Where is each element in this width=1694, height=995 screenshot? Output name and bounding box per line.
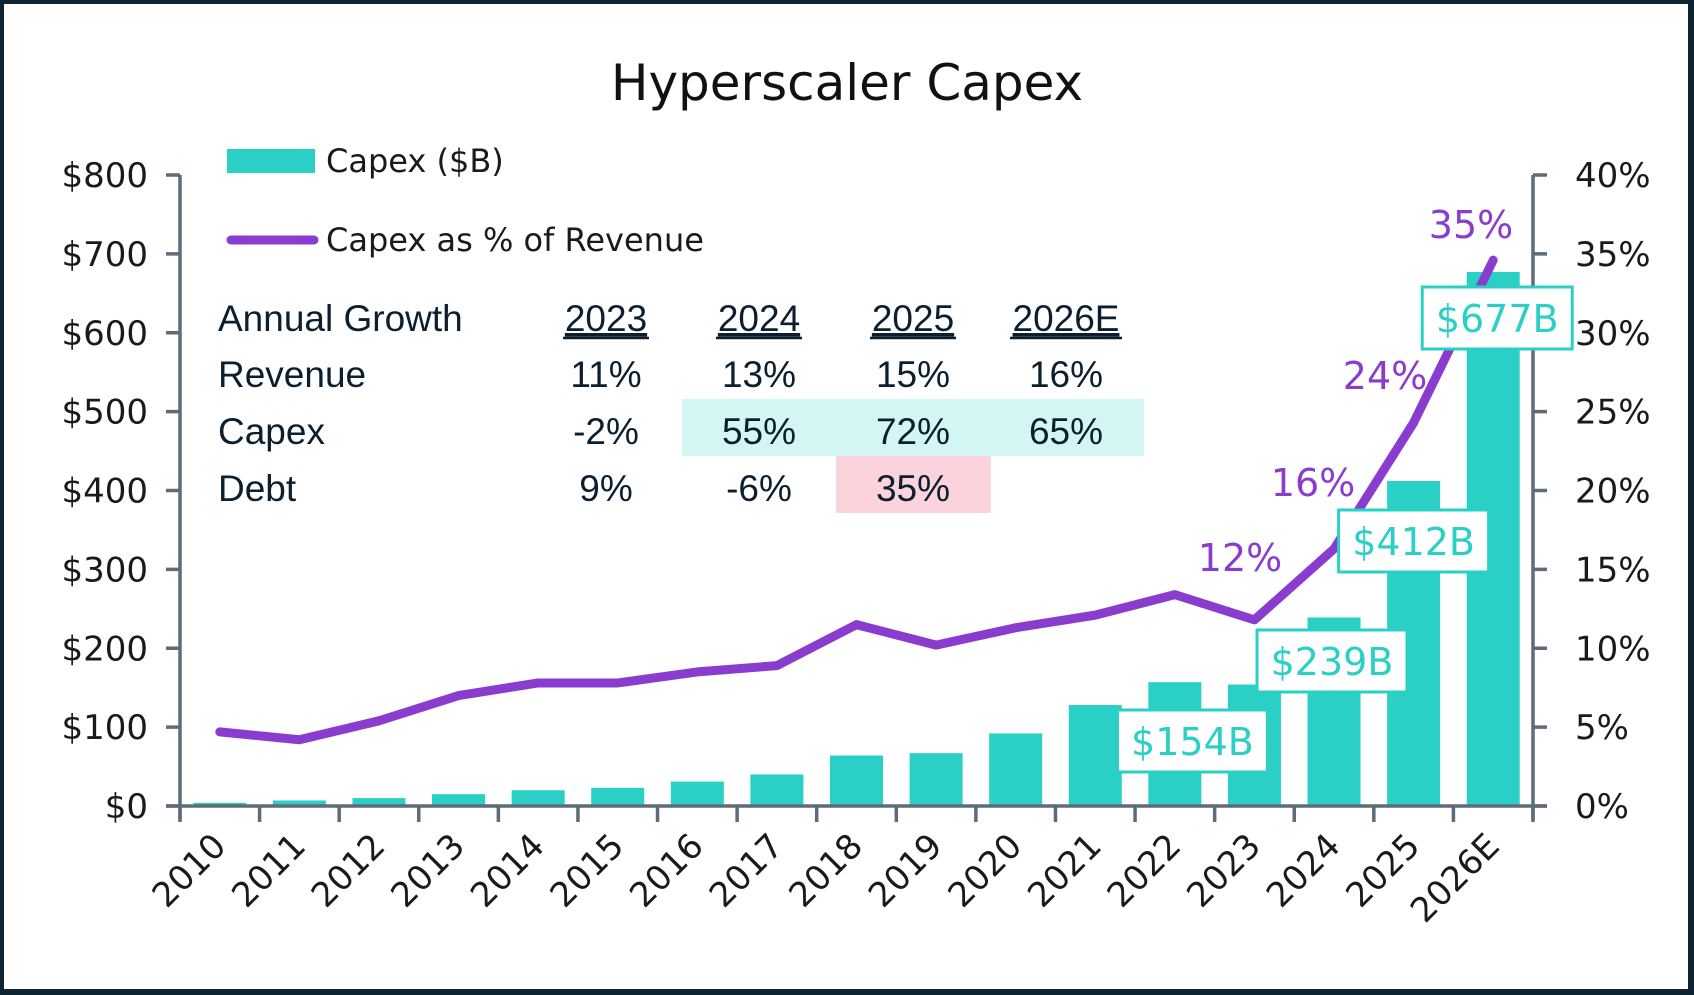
table-row-label: Revenue <box>218 354 366 395</box>
x-tick-label: 2021 <box>1020 826 1109 915</box>
bar-2018 <box>830 755 883 806</box>
table-column-header: 2026E <box>1013 298 1120 339</box>
bar-label-box-2024 <box>1255 628 1409 694</box>
bar-2017 <box>750 774 804 806</box>
table-cell: 15% <box>876 354 950 395</box>
bar-series <box>193 272 1520 806</box>
bar-label-2026E: $677B <box>1436 297 1559 341</box>
table-highlight-cell <box>836 456 991 513</box>
bar-2012 <box>352 798 406 806</box>
data-labels: $154B $239B $412B $677B 12% 16% 24% 35% <box>1115 203 1574 774</box>
right-y-tick-label: 5% <box>1575 708 1629 748</box>
bar-2021 <box>1068 705 1122 806</box>
x-tick-label: 2019 <box>861 826 950 915</box>
table-row-label: Debt <box>218 468 297 509</box>
table-cell: 35% <box>876 468 950 509</box>
table-column-header: 2025 <box>872 298 954 339</box>
left-y-tick-label: $300 <box>61 550 148 590</box>
table-cell: 9% <box>579 468 632 509</box>
right-y-tick-label: 30% <box>1575 314 1651 354</box>
right-y-tick-label: 35% <box>1575 235 1651 275</box>
bar-label-box-2025 <box>1337 508 1491 574</box>
line-label-2024: 16% <box>1271 461 1355 505</box>
table-cell: 13% <box>722 354 796 395</box>
x-tick-label: 2011 <box>224 826 313 915</box>
table-cell: 11% <box>570 354 641 395</box>
left-y-tick-label: $500 <box>61 393 148 433</box>
table-header-label: Annual Growth <box>218 298 463 339</box>
table-cell: 72% <box>876 411 950 452</box>
right-y-tick-label: 40% <box>1575 156 1651 196</box>
left-y-tick-label: $400 <box>61 472 148 512</box>
legend: Capex ($B) Capex as % of Revenue <box>226 142 704 259</box>
table-highlight-cell <box>836 399 991 456</box>
bar-2016 <box>670 781 724 806</box>
bar-label-2023: $154B <box>1131 720 1254 764</box>
line-label-2026E: 35% <box>1429 203 1513 247</box>
x-tick-label: 2015 <box>543 826 632 915</box>
x-tick-label: 2024 <box>1259 826 1348 915</box>
table-row: Capex -2% 55% 72% 65% <box>218 411 1103 452</box>
bar-2011 <box>272 800 326 806</box>
bar-2013 <box>432 794 486 806</box>
table-cell: 65% <box>1029 411 1103 452</box>
table-row: Debt 9% -6% 35% <box>218 468 950 509</box>
bar-label-box-2023 <box>1115 708 1269 774</box>
bar-2019 <box>909 753 963 806</box>
table-cell: 55% <box>722 411 796 452</box>
x-tick-label: 2014 <box>463 826 552 915</box>
x-tick-label: 2020 <box>941 826 1030 915</box>
line-label-2025: 24% <box>1343 354 1427 398</box>
chart-title: Hyperscaler Capex <box>611 54 1083 112</box>
table-cell: -2% <box>573 411 639 452</box>
table-highlight-cell <box>682 399 837 456</box>
bar-2014 <box>511 790 565 806</box>
x-tick-label: 2016 <box>622 826 711 915</box>
bar-label-box-2026E <box>1420 285 1574 351</box>
legend-label-capex: Capex ($B) <box>326 142 504 180</box>
x-tick-label: 2013 <box>383 826 472 915</box>
table-row: Revenue 11% 13% 15% 16% <box>218 354 1103 395</box>
table-highlight-cell <box>989 399 1144 456</box>
right-y-tick-label: 0% <box>1575 787 1629 827</box>
table-column-header: 2024 <box>718 298 800 339</box>
x-tick-label: 2010 <box>145 826 234 915</box>
table-cell: 16% <box>1029 354 1103 395</box>
legend-label-capex-pct: Capex as % of Revenue <box>326 221 704 259</box>
legend-swatch-capex <box>227 149 315 173</box>
left-y-tick-label: $600 <box>61 314 148 354</box>
left-y-tick-label: $0 <box>105 787 148 827</box>
left-y-tick-label: $100 <box>61 708 148 748</box>
right-y-tick-label: 10% <box>1575 629 1651 669</box>
bar-label-2024: $239B <box>1271 640 1394 684</box>
x-tick-label: 2022 <box>1100 826 1189 915</box>
x-tick-label: 2012 <box>304 826 393 915</box>
bar-label-2025: $412B <box>1352 520 1475 564</box>
line-series <box>215 255 1498 745</box>
bar-2020 <box>989 733 1043 806</box>
line-label-2023: 12% <box>1198 536 1282 580</box>
right-y-tick-label: 25% <box>1575 393 1651 433</box>
bar-2015 <box>591 787 645 806</box>
right-y-tick-label: 15% <box>1575 550 1651 590</box>
table-row-label: Capex <box>218 411 325 452</box>
annual-growth-table: Annual Growth 2023 2024 2025 2026E Revenue 11%… <box>218 298 1144 513</box>
left-y-tick-label: $200 <box>61 629 148 669</box>
left-y-tick-label: $700 <box>61 235 148 275</box>
x-tick-label: 2023 <box>1179 826 1268 915</box>
right-y-tick-label: 20% <box>1575 472 1651 512</box>
x-tick-label: 2026E <box>1403 826 1508 931</box>
table-column-header: 2023 <box>565 298 647 339</box>
x-tick-label: 2017 <box>702 826 791 915</box>
x-tick-label: 2018 <box>781 826 870 915</box>
left-y-tick-label: $800 <box>61 156 148 196</box>
table-cell: -6% <box>726 468 792 509</box>
